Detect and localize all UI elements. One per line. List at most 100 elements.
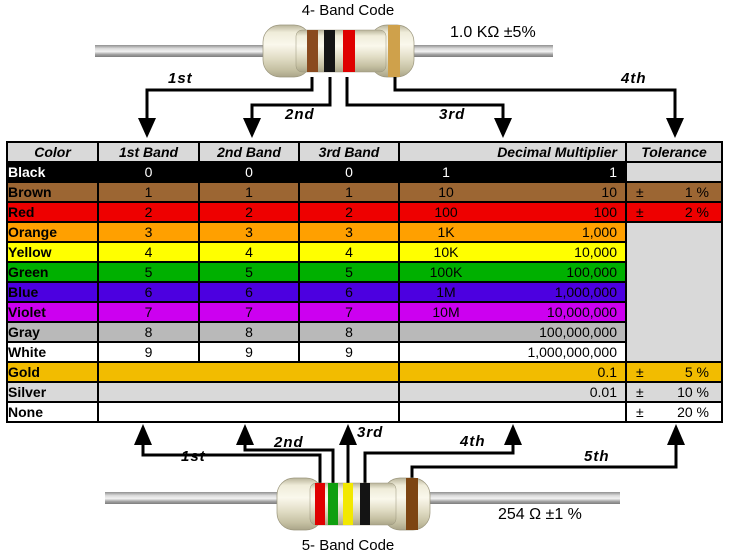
multiplier-shorthand: 100 <box>434 204 458 220</box>
bottom-band-yellow <box>343 483 353 525</box>
tolerance-sign: ± <box>636 184 644 200</box>
tolerance-cell: ±5 % <box>625 361 723 383</box>
tolerance-value: 5 % <box>684 364 709 380</box>
top-body-center <box>295 29 387 73</box>
tolerance-value: 1 % <box>684 184 709 200</box>
band1-cell: 9 <box>97 341 200 363</box>
band1-cell: 0 <box>97 161 200 183</box>
band2-cell: 9 <box>198 341 300 363</box>
multiplier-value: 0.1 <box>597 364 617 380</box>
bottom-arrow-label-3rd: 3rd <box>357 424 384 441</box>
multiplier-value: 100 <box>593 204 617 220</box>
band2-cell: 6 <box>198 281 300 303</box>
arrow-bottom-1st <box>134 424 322 486</box>
bottom-resistor-title: 5- Band Code <box>301 537 395 554</box>
multiplier-shorthand: 1 <box>442 164 450 180</box>
top-band-red <box>343 30 355 72</box>
top-resistor-title: 4- Band Code <box>301 2 395 19</box>
bottom-band-red <box>315 483 325 525</box>
top-arrow-label-3rd: 3rd <box>439 106 466 123</box>
band3-cell: 9 <box>298 341 400 363</box>
band1-cell: 7 <box>97 301 200 323</box>
header-1st-band: 1st Band <box>97 141 200 163</box>
band3-cell: 3 <box>298 221 400 243</box>
color-code-table: Color 1st Band 2nd Band 3rd Band Decimal Mul… <box>6 141 723 423</box>
multiplier-cell: 10M 10,000,000 <box>398 301 627 323</box>
multiplier-cell: 100K 100,000 <box>398 261 627 283</box>
bottom-arrow-label-1st: 1st <box>181 448 206 465</box>
multiplier-shorthand: 1M <box>436 284 456 300</box>
tolerance-sign: ± <box>636 204 644 220</box>
color-name-cell: Gray <box>6 321 99 343</box>
color-name-cell: Violet <box>6 301 99 323</box>
multiplier-value: 1 <box>609 164 617 180</box>
multiplier-value: 1,000,000 <box>554 284 617 300</box>
arrow-top-4th <box>393 77 684 138</box>
band3-cell: 0 <box>298 161 400 183</box>
top-band-gold <box>388 25 400 77</box>
band1-cell: 4 <box>97 241 200 263</box>
table-header-row: Color 1st Band 2nd Band 3rd Band Decimal Mul… <box>6 141 723 163</box>
top-resistor <box>95 24 553 78</box>
top-arrow-label-4th: 4th <box>621 70 647 87</box>
top-arrows <box>138 77 684 138</box>
tolerance-cell: ±20 % <box>625 401 723 423</box>
header-color: Color <box>6 141 99 163</box>
band3-cell: 5 <box>298 261 400 283</box>
band1-cell: 6 <box>97 281 200 303</box>
tolerance-cell <box>625 161 723 183</box>
color-name-cell: Green <box>6 261 99 283</box>
band2-cell: 7 <box>198 301 300 323</box>
table-row-gray: Gray 8 8 8 100,000,000 <box>6 321 722 343</box>
header-2nd-band: 2nd Band <box>198 141 300 163</box>
band3-cell: 8 <box>298 321 400 343</box>
tolerance-value: 20 % <box>677 404 709 420</box>
arrow-bottom-2nd <box>236 424 335 486</box>
multiplier-cell <box>398 401 627 423</box>
tolerance-sign: ± <box>636 404 644 420</box>
tolerance-value: 2 % <box>684 204 709 220</box>
multiplier-value: 10 <box>601 184 617 200</box>
table-row-red: Red 2 2 2 100 100 ±2 % <box>6 201 723 223</box>
bottom-resistor <box>105 477 620 531</box>
table-row-yellow: Yellow 4 4 4 10K 10,000 <box>6 241 722 263</box>
bottom-band-brown <box>406 478 418 530</box>
multiplier-value: 100,000,000 <box>539 324 617 340</box>
table-row-gold: Gold 0.1 ±5 % <box>6 361 723 383</box>
table-row-white: White 9 9 9 1,000,000,000 <box>6 341 722 363</box>
tolerance-value: 10 % <box>677 384 709 400</box>
multiplier-cell: 10K 10,000 <box>398 241 627 263</box>
arrow-bottom-3rd <box>339 424 357 486</box>
multiplier-cell: 1M 1,000,000 <box>398 281 627 303</box>
multiplier-shorthand <box>401 344 492 360</box>
multiplier-value: 10,000 <box>574 244 617 260</box>
band2-cell: 1 <box>198 181 300 203</box>
bottom-arrow-label-5th: 5th <box>584 448 610 465</box>
multiplier-shorthand: 1K <box>437 224 455 240</box>
multiplier-shorthand: 10 <box>438 184 454 200</box>
multiplier-cell: 10 10 <box>398 181 627 203</box>
tolerance-cell: ±2 % <box>625 201 723 223</box>
merged-band-cell <box>97 401 400 423</box>
color-name-cell: Black <box>6 161 99 183</box>
multiplier-cell: 0.01 <box>398 381 627 403</box>
multiplier-shorthand: 10M <box>432 304 460 320</box>
band1-cell: 5 <box>97 261 200 283</box>
color-name-cell: White <box>6 341 99 363</box>
band3-cell: 2 <box>298 201 400 223</box>
bottom-arrow-label-2nd: 2nd <box>274 434 304 451</box>
color-name-cell: Orange <box>6 221 99 243</box>
multiplier-cell: 0.1 <box>398 361 627 383</box>
arrow-bottom-5th <box>410 424 685 479</box>
color-name-cell: Blue <box>6 281 99 303</box>
table-row-silver: Silver 0.01 ±10 % <box>6 381 723 403</box>
multiplier-shorthand <box>401 364 492 380</box>
band3-cell: 1 <box>298 181 400 203</box>
tolerance-merged-empty-cell <box>625 221 723 363</box>
color-name-cell: None <box>6 401 99 423</box>
multiplier-shorthand <box>401 324 492 340</box>
tolerance-cell: ±1 % <box>625 181 723 203</box>
table-row-brown: Brown 1 1 1 10 10 ±1 % <box>6 181 723 203</box>
multiplier-cell: 100,000,000 <box>398 321 627 343</box>
